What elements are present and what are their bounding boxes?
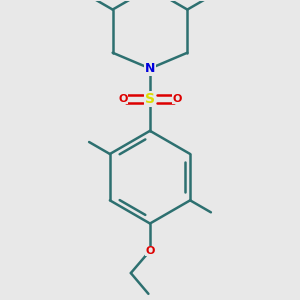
Text: S: S <box>145 92 155 106</box>
Text: O: O <box>172 94 182 104</box>
Text: O: O <box>118 94 128 104</box>
Text: N: N <box>145 62 155 75</box>
Text: O: O <box>145 246 155 256</box>
